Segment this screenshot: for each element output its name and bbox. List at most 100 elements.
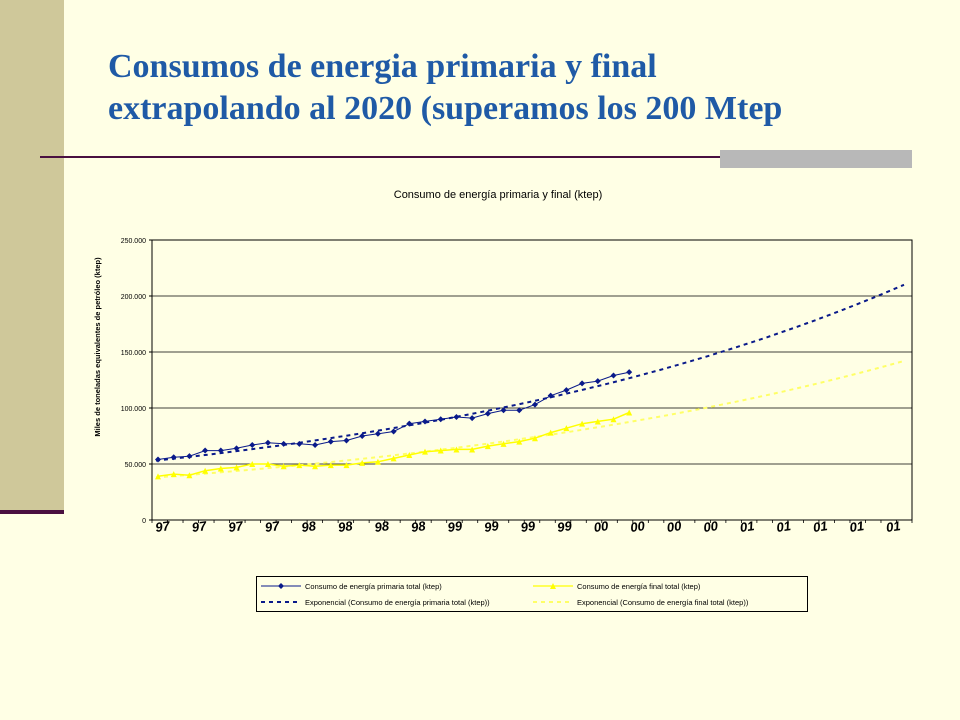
y-tick-label: 100.000	[121, 406, 146, 413]
legend-item-final-trend: Exponencial (Consumo de energía final to…	[533, 595, 748, 609]
x-tick-label: 98	[374, 518, 391, 535]
x-tick-label: 00	[702, 518, 719, 535]
x-tick-label: 99	[447, 518, 464, 535]
data-point-primary	[579, 380, 586, 387]
data-point-final	[422, 448, 429, 455]
data-point-final	[343, 462, 350, 469]
data-point-primary	[469, 415, 476, 422]
data-point-primary	[547, 392, 554, 399]
data-point-final	[249, 461, 256, 467]
data-point-primary	[531, 401, 538, 408]
y-tick-label: 250.000	[121, 238, 146, 245]
legend-label-primary-trend: Exponencial (Consumo de energía primaria…	[305, 597, 490, 607]
data-point-primary	[186, 453, 193, 460]
x-tick-label: 99	[483, 518, 500, 535]
data-point-primary	[500, 407, 507, 414]
legend-item-primary-trend: Exponencial (Consumo de energía primaria…	[261, 595, 490, 609]
data-point-primary	[390, 428, 397, 435]
data-point-final	[547, 429, 554, 436]
data-point-final	[406, 452, 413, 459]
data-point-final	[155, 473, 161, 480]
data-point-final	[374, 458, 381, 465]
data-point-primary	[453, 413, 460, 420]
data-point-final	[170, 471, 177, 478]
legend-swatch-final-trend	[533, 601, 573, 603]
data-point-final	[626, 409, 633, 416]
chart-title: Consumo de energía primaria y final (kte…	[394, 189, 602, 201]
data-point-final	[390, 455, 397, 462]
slide-title: Consumos de energia primaria y final ext…	[108, 46, 948, 130]
title-underline	[40, 156, 912, 158]
title-underline-accent	[720, 150, 912, 168]
data-point-primary	[626, 369, 633, 376]
data-point-primary	[249, 441, 256, 448]
data-point-final	[296, 462, 303, 469]
data-point-final	[500, 440, 507, 447]
data-point-primary	[202, 447, 209, 454]
x-tick-label: 01	[849, 518, 865, 535]
data-point-primary	[312, 441, 319, 448]
legend-swatch-final	[533, 583, 573, 589]
data-point-primary	[170, 454, 177, 461]
data-point-final	[484, 443, 491, 450]
data-point-primary	[280, 440, 287, 447]
x-tick-label: 97	[264, 518, 281, 535]
data-point-final	[217, 465, 224, 472]
data-point-primary	[594, 378, 601, 385]
data-point-primary	[516, 407, 523, 414]
data-point-final	[264, 461, 271, 467]
series-line-primary	[157, 371, 630, 460]
data-point-primary	[359, 433, 366, 439]
data-point-final	[359, 459, 366, 466]
data-point-final	[280, 463, 287, 470]
x-tick-label: 98	[300, 518, 317, 535]
data-point-final	[563, 425, 570, 432]
data-point-primary	[264, 439, 271, 446]
energy-consumption-chart: Consumo de energía primaria y final (kte…	[93, 189, 913, 535]
data-point-primary	[374, 430, 381, 437]
x-tick-label: 97	[227, 518, 244, 535]
data-point-final	[453, 446, 460, 453]
legend-swatch-primary-trend	[261, 601, 301, 603]
slide-sidebar	[0, 0, 64, 512]
data-point-primary	[327, 438, 334, 445]
legend-label-primary: Consumo de energía primaria total (ktep)	[305, 581, 442, 591]
x-tick-label: 01	[885, 518, 901, 535]
data-point-primary	[422, 418, 429, 425]
y-axis-label: Miles de toneladas equivalentes de petró…	[93, 257, 102, 437]
y-tick-label: 200.000	[121, 294, 146, 301]
x-tick-label: 99	[556, 518, 573, 535]
series-line-final	[157, 411, 630, 478]
data-point-primary	[484, 410, 491, 417]
x-tick-label: 98	[337, 518, 354, 535]
slide-title-line-2: extrapolando al 2020 (superamos los 200 …	[108, 90, 783, 127]
data-point-final	[233, 464, 240, 471]
data-point-final	[594, 418, 601, 425]
data-point-final	[312, 463, 319, 470]
data-point-primary	[155, 456, 161, 463]
x-tick-label: 01	[739, 518, 755, 535]
trend-line-final	[155, 360, 905, 479]
x-tick-label: 99	[520, 518, 537, 535]
legend-label-final: Consumo de energía final total (ktep)	[577, 581, 701, 591]
data-point-final	[531, 435, 538, 442]
x-tick-label: 98	[410, 518, 427, 535]
data-point-primary	[217, 447, 224, 454]
legend-item-primary: Consumo de energía primaria total (ktep)	[261, 579, 442, 593]
y-tick-label: 150.000	[121, 350, 146, 357]
data-point-primary	[563, 387, 570, 394]
legend-label-final-trend: Exponencial (Consumo de energía final to…	[577, 597, 749, 607]
data-point-final	[469, 446, 476, 453]
slide-title-line-1: Consumos de energia primaria y final	[108, 48, 657, 85]
legend-swatch-primary	[261, 583, 301, 589]
data-point-primary	[610, 372, 617, 379]
data-point-final	[516, 438, 523, 445]
plot-area	[151, 239, 913, 521]
data-point-primary	[437, 416, 444, 423]
x-tick-label: 00	[666, 518, 683, 535]
data-point-primary	[343, 437, 350, 444]
legend-item-final: Consumo de energía final total (ktep)	[533, 579, 700, 593]
data-point-final	[186, 472, 193, 479]
data-point-primary	[296, 440, 303, 447]
x-tick-label: 01	[775, 518, 791, 535]
